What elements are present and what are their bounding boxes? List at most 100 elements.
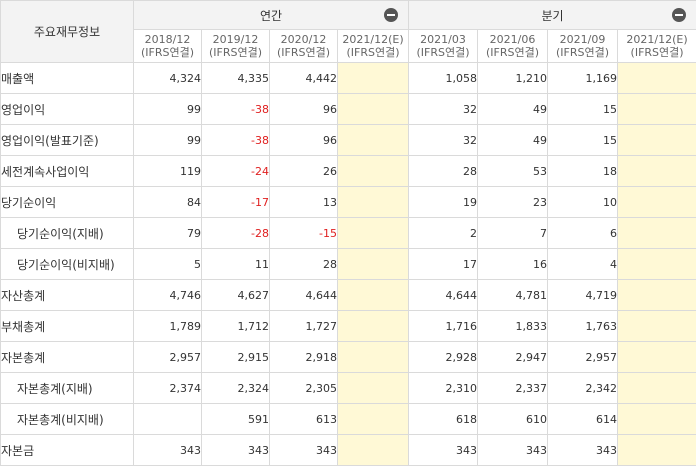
value-cell: 610 <box>478 404 548 435</box>
period-header: 2021/03(IFRS연결) <box>409 30 478 63</box>
value-cell <box>338 249 409 280</box>
value-cell: 343 <box>548 435 618 466</box>
row-label: 당기순이익 <box>1 187 134 218</box>
value-cell: 6 <box>548 218 618 249</box>
value-cell: 28 <box>409 156 478 187</box>
period-basis: (IFRS연결) <box>202 46 269 59</box>
period-header: 2021/12(E)(IFRS연결) <box>618 30 696 63</box>
value-cell: 4,335 <box>202 63 270 94</box>
value-cell: 2,342 <box>548 373 618 404</box>
row-label: 세전계속사업이익 <box>1 156 134 187</box>
value-cell: 1,712 <box>202 311 270 342</box>
value-cell <box>618 156 696 187</box>
value-cell: 618 <box>409 404 478 435</box>
period-label: 2021/12(E) <box>338 33 408 46</box>
value-cell: 1,058 <box>409 63 478 94</box>
value-cell: 5 <box>134 249 202 280</box>
value-cell: 1,727 <box>270 311 338 342</box>
value-cell: 2,918 <box>270 342 338 373</box>
value-cell: 49 <box>478 125 548 156</box>
value-cell: 4,781 <box>478 280 548 311</box>
value-cell: 2,928 <box>409 342 478 373</box>
period-label: 2020/12 <box>270 33 337 46</box>
quarterly-collapse-icon[interactable] <box>672 8 686 22</box>
row-label: 영업이익 <box>1 94 134 125</box>
value-cell: 17 <box>409 249 478 280</box>
value-cell <box>618 63 696 94</box>
value-cell <box>338 218 409 249</box>
annual-collapse-icon[interactable] <box>384 8 398 22</box>
value-cell: 1,763 <box>548 311 618 342</box>
period-basis: (IFRS연결) <box>478 46 547 59</box>
value-cell: 49 <box>478 94 548 125</box>
value-cell: 613 <box>270 404 338 435</box>
value-cell: 99 <box>134 94 202 125</box>
row-label: 부채총계 <box>1 311 134 342</box>
value-cell <box>618 311 696 342</box>
value-cell <box>338 280 409 311</box>
value-cell: 4,627 <box>202 280 270 311</box>
value-cell: -17 <box>202 187 270 218</box>
row-label: 자본금 <box>1 435 134 466</box>
value-cell: 591 <box>202 404 270 435</box>
value-cell: 26 <box>270 156 338 187</box>
value-cell: 18 <box>548 156 618 187</box>
value-cell: 1,789 <box>134 311 202 342</box>
value-cell: 13 <box>270 187 338 218</box>
value-cell <box>618 218 696 249</box>
value-cell: 2,374 <box>134 373 202 404</box>
value-cell: 343 <box>409 435 478 466</box>
value-cell: 19 <box>409 187 478 218</box>
value-cell: 4,746 <box>134 280 202 311</box>
period-basis: (IFRS연결) <box>618 46 696 59</box>
value-cell: 23 <box>478 187 548 218</box>
value-cell: -15 <box>270 218 338 249</box>
value-cell: 1,210 <box>478 63 548 94</box>
value-cell: 99 <box>134 125 202 156</box>
value-cell: -38 <box>202 94 270 125</box>
value-cell <box>338 156 409 187</box>
value-cell: 343 <box>134 435 202 466</box>
value-cell <box>338 125 409 156</box>
period-header: 2019/12(IFRS연결) <box>202 30 270 63</box>
period-label: 2018/12 <box>134 33 201 46</box>
value-cell: 15 <box>548 125 618 156</box>
value-cell <box>338 342 409 373</box>
value-cell: 2,915 <box>202 342 270 373</box>
value-cell: 15 <box>548 94 618 125</box>
value-cell <box>338 311 409 342</box>
period-label: 2021/09 <box>548 33 617 46</box>
value-cell <box>618 187 696 218</box>
value-cell <box>618 125 696 156</box>
period-header: 2021/12(E)(IFRS연결) <box>338 30 409 63</box>
period-label: 2021/03 <box>409 33 477 46</box>
value-cell: 53 <box>478 156 548 187</box>
quarterly-group-header: 분기 <box>409 1 696 30</box>
value-cell <box>338 404 409 435</box>
period-label: 2021/12(E) <box>618 33 696 46</box>
row-label: 영업이익(발표기준) <box>1 125 134 156</box>
value-cell <box>134 404 202 435</box>
value-cell: 7 <box>478 218 548 249</box>
value-cell: 4,324 <box>134 63 202 94</box>
value-cell: 119 <box>134 156 202 187</box>
value-cell <box>618 435 696 466</box>
annual-group-header: 연간 <box>134 1 409 30</box>
value-cell: 2,310 <box>409 373 478 404</box>
value-cell: 10 <box>548 187 618 218</box>
value-cell: 2 <box>409 218 478 249</box>
value-cell: 4,644 <box>270 280 338 311</box>
period-basis: (IFRS연결) <box>338 46 408 59</box>
value-cell <box>338 187 409 218</box>
value-cell: 343 <box>202 435 270 466</box>
